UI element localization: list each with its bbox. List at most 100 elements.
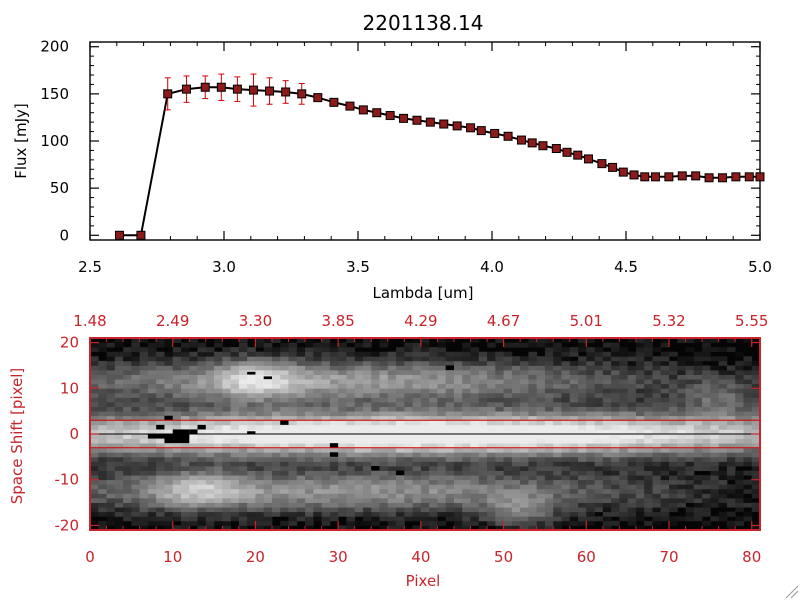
spectrum-point (476, 126, 486, 136)
heatmap-cell (652, 466, 662, 471)
heatmap-cell (462, 493, 471, 499)
heatmap-cell (743, 479, 753, 485)
heatmap-cell (288, 507, 298, 513)
heatmap-cell (172, 511, 182, 517)
heatmap-cell (238, 402, 248, 407)
heatmap-cell (710, 516, 720, 522)
heatmap-cell (445, 452, 455, 458)
heatmap-cell (296, 461, 306, 467)
heatmap-cell (131, 397, 141, 403)
heatmap-cell (677, 488, 686, 494)
heatmap-cell (280, 484, 289, 490)
heatmap-cell (520, 424, 529, 430)
heatmap-cell (619, 429, 629, 435)
heatmap-cell (445, 443, 455, 449)
heatmap-cell (263, 520, 273, 526)
heatmap-cell (305, 484, 314, 490)
heatmap-cell (453, 356, 463, 362)
heatmap-cell (511, 493, 521, 499)
heatmap-cell (735, 388, 744, 394)
heatmap-cell (437, 502, 447, 508)
heatmap-cell (503, 470, 513, 476)
heatmap-cell (247, 488, 256, 494)
heatmap-cell (726, 447, 736, 453)
heatmap-cell (487, 502, 496, 508)
heatmap-cell (627, 493, 637, 499)
heatmap-cell (222, 411, 232, 417)
heatmap-cell (602, 434, 612, 439)
heatmap-cell (106, 479, 116, 485)
heatmap-cell (478, 434, 488, 439)
heatmap-cell (453, 374, 463, 380)
heatmap-cell (238, 383, 248, 389)
heatmap-cell (702, 370, 711, 375)
heatmap-cell (354, 411, 364, 417)
heatmap-cell (139, 370, 149, 375)
heatmap-cell (619, 470, 629, 476)
heatmap-cell (511, 484, 521, 490)
heatmap-cell (313, 502, 322, 508)
heatmap-cell (338, 347, 347, 353)
heatmap-cell (569, 511, 579, 517)
heatmap-cell (644, 351, 653, 357)
heatmap-cell (511, 374, 521, 380)
heatmap-cell (420, 434, 430, 439)
heatmap-cell (222, 516, 232, 522)
heatmap-cell (296, 456, 306, 462)
heatmap-cell (685, 365, 695, 371)
heatmap-cell (470, 370, 480, 375)
heatmap-cell (205, 456, 215, 462)
heatmap-cell (478, 406, 488, 412)
heatmap-cell (164, 466, 174, 471)
heatmap-cell (437, 374, 447, 380)
heatmap-cell (660, 383, 670, 389)
heatmap-cell (735, 484, 744, 490)
heatmap-cell (280, 452, 289, 458)
heatmap-cell (710, 479, 720, 485)
heatmap-cell (735, 479, 744, 485)
heatmap-cell (280, 342, 289, 348)
heatmap-cell (495, 434, 504, 439)
heatmap-cell (387, 447, 397, 453)
heatmap-cell (362, 447, 372, 453)
heatmap-cell (280, 365, 289, 371)
heatmap-cell (561, 456, 571, 462)
heatmap-cell (470, 397, 480, 403)
heatmap-cell (462, 447, 471, 453)
heatmap-cell (90, 466, 99, 471)
heatmap-cell (354, 434, 364, 439)
heatmap-cell (230, 392, 240, 398)
heatmap-cell (280, 402, 289, 407)
heatmap-cell (329, 434, 339, 439)
heatmap-cell (288, 520, 298, 526)
heatmap-cell (205, 511, 215, 517)
heatmap-cell (263, 342, 273, 348)
heatmap-cell (627, 356, 637, 362)
heatmap-cell (255, 434, 265, 439)
heatmap-cell (544, 347, 554, 353)
heatmap-cell (305, 498, 314, 503)
heatmap-cell (420, 351, 430, 357)
heatmap-cell (288, 365, 298, 371)
heatmap-cell (693, 507, 703, 513)
heatmap-cell (453, 379, 463, 385)
heatmap-cell (735, 516, 744, 522)
heatmap-cell (677, 484, 686, 490)
heatmap-cell (90, 397, 99, 403)
heatmap-cell (437, 383, 447, 389)
heatmap-cell (114, 461, 124, 467)
heatmap-cell (685, 498, 695, 503)
heatmap-cell (280, 374, 289, 380)
heatmap-cell (90, 365, 99, 371)
heatmap-cell (561, 379, 571, 385)
resize-grip-icon[interactable] (785, 585, 799, 599)
heatmap-cell (710, 484, 720, 490)
heatmap-cell (470, 452, 480, 458)
heatmap-cell (470, 516, 480, 522)
heatmap-cell (569, 461, 579, 467)
heatmap-cell (354, 374, 364, 380)
heatmap-cell (238, 507, 248, 513)
heatmap-cell (164, 507, 174, 513)
heatmap-cell (180, 488, 190, 494)
heatmap-cell (371, 356, 380, 362)
